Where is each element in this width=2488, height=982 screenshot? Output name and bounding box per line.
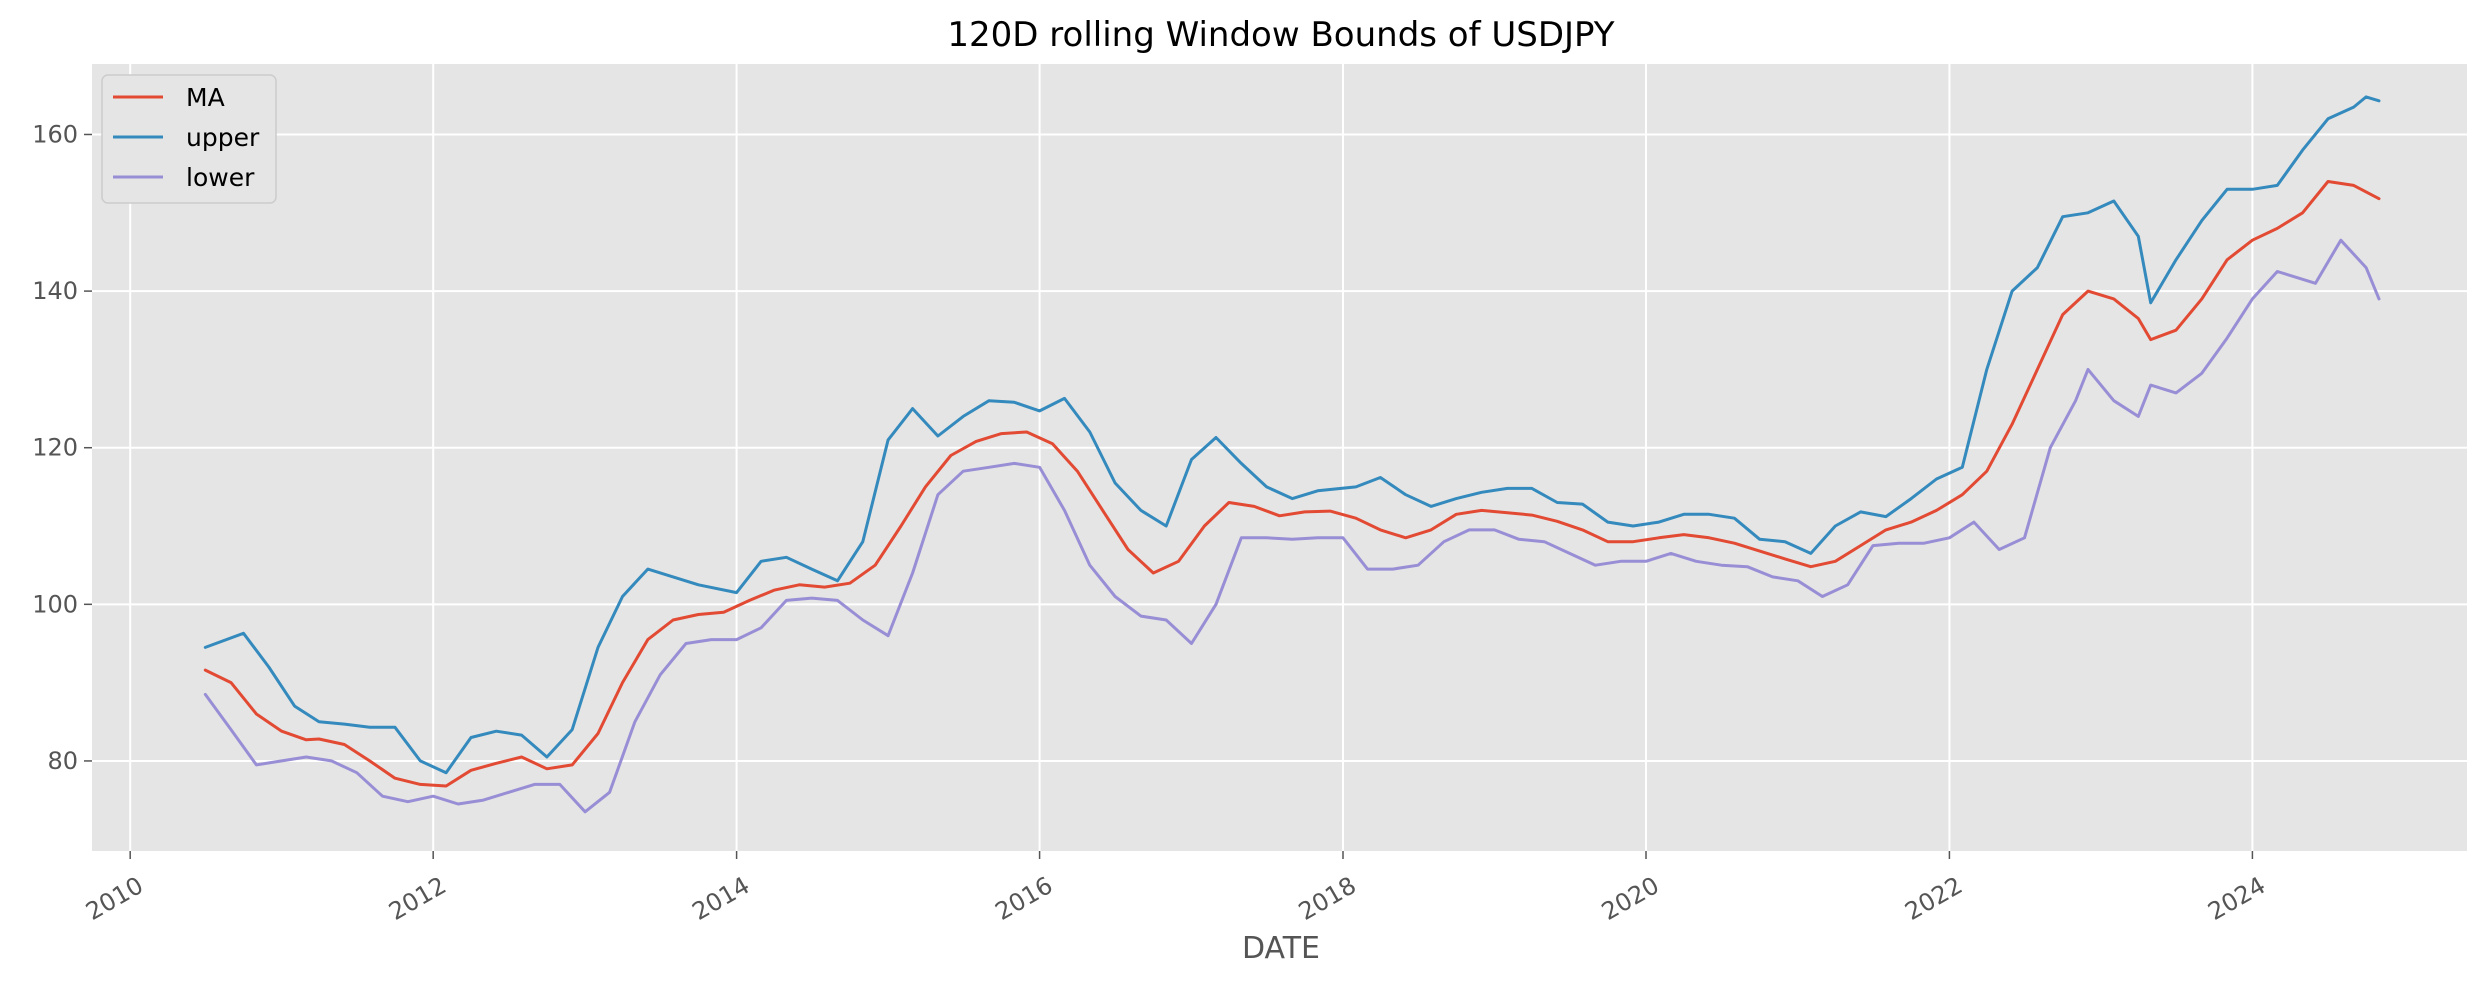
x-tick-label: 2010 [81,871,148,926]
x-tick-label: 2014 [687,871,754,926]
x-tick-label: 2018 [1294,871,1361,926]
legend-label-upper: upper [186,123,260,152]
legend-label-lower: lower [186,163,255,192]
x-tick-label: 2022 [1900,871,1967,926]
x-axis-label: DATE [1242,931,1320,966]
plot-area [92,64,2467,851]
legend-label-MA: MA [186,83,225,112]
x-tick-label: 2012 [384,871,451,926]
legend-box [101,74,277,204]
y-tick-label: 80 [47,747,78,775]
x-tick-label: 2020 [1597,871,1664,926]
grid-lines [92,64,2467,851]
series-line-MA [203,180,2381,788]
y-tick-label: 160 [32,120,78,148]
x-tick-label: 2024 [2203,871,2270,926]
x-axis-ticks: 2010 2012 2014 2016 2018 2020 2022 2024 [81,851,2270,926]
y-tick-label: 100 [32,590,78,618]
series-lines [203,95,2381,814]
series-line-upper [203,95,2381,775]
chart-title: 120D rolling Window Bounds of USDJPY [947,15,1614,55]
legend: MA upper lower [101,74,277,204]
y-axis-ticks: 80 100 120 140 160 [32,120,92,775]
y-tick-label: 140 [32,277,78,305]
y-tick-label: 120 [32,434,78,462]
series-line-lower [203,238,2381,814]
x-tick-label: 2016 [990,871,1057,926]
